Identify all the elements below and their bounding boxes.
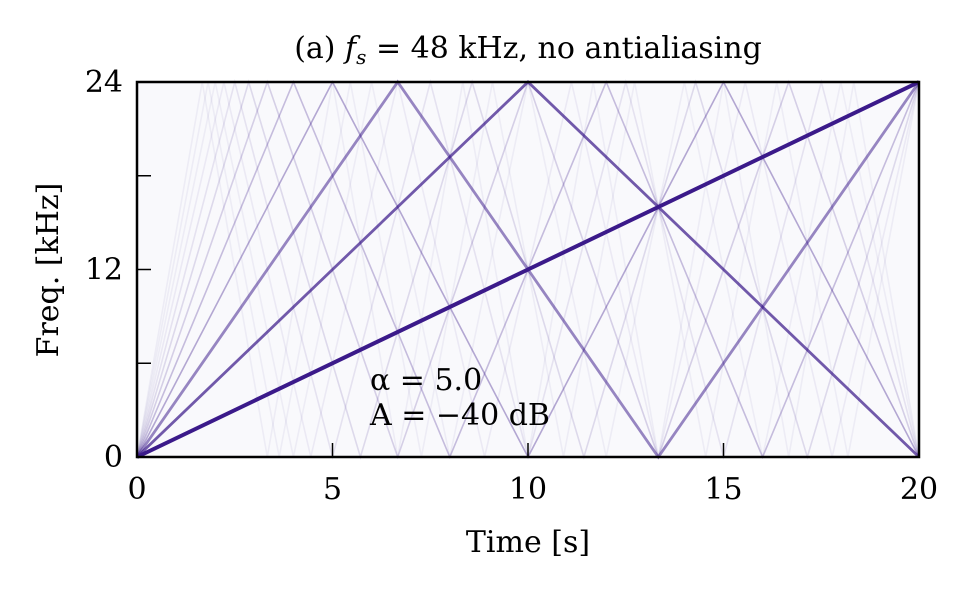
x-tick-label: 0 <box>127 472 146 507</box>
y-axis-label: Freq. [kHz] <box>31 183 66 358</box>
axis-ticks: 0 5 10 15 20 0 12 24 <box>85 65 938 507</box>
annotation-amplitude: A = −40 dB <box>369 398 550 433</box>
x-axis-label: Time [s] <box>466 525 590 560</box>
y-tick-label: 0 <box>104 440 123 475</box>
harmonic-line-1 <box>136 80 920 459</box>
x-tick-label: 15 <box>704 472 742 507</box>
chart-title: (a) fs = 48 kHz, no antialiasing <box>294 31 762 69</box>
y-tick-label: 24 <box>85 65 123 100</box>
y-tick-label: 12 <box>85 253 123 288</box>
x-tick-label: 20 <box>900 472 938 507</box>
x-tick-label: 5 <box>323 472 342 507</box>
annotation-alpha: α = 5.0 <box>370 363 482 398</box>
x-tick-label: 10 <box>509 472 547 507</box>
